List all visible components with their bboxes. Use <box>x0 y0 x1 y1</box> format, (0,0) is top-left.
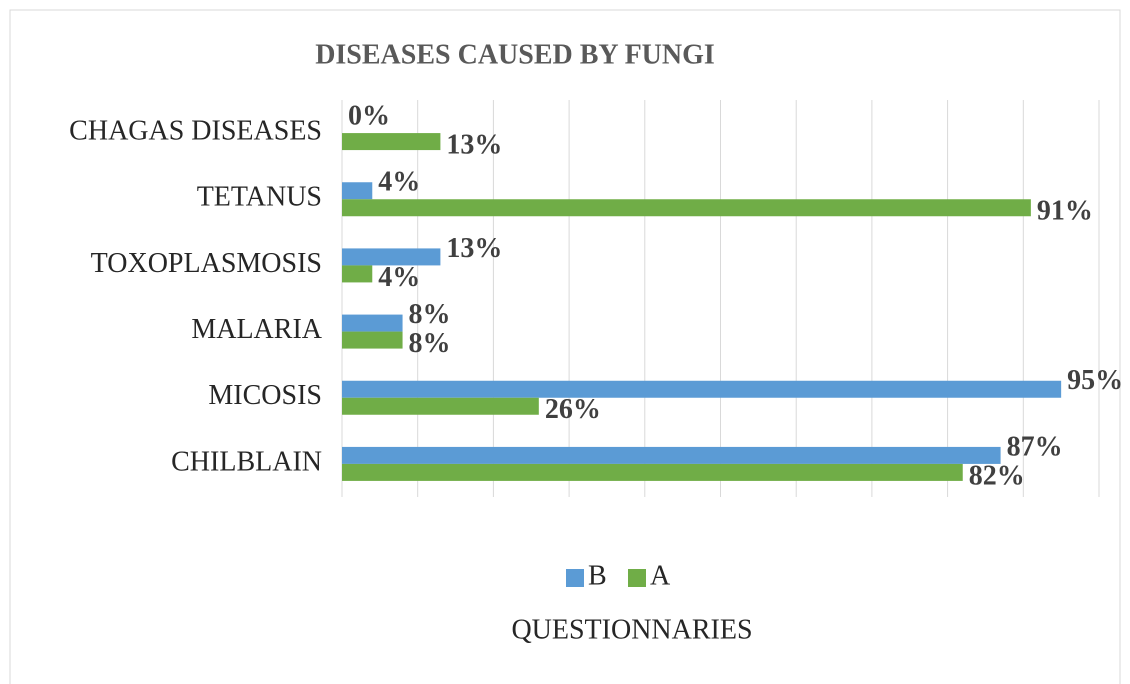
bar <box>342 446 1001 464</box>
y-tick-label: TETANUS <box>197 182 322 213</box>
chart-title: DISEASES CAUSED BY FUNGI <box>315 39 715 70</box>
bar <box>342 397 539 415</box>
value-label: 4% <box>378 167 420 198</box>
bar <box>342 248 441 266</box>
y-tick-label: MALARIA <box>191 314 322 345</box>
legend-label: B <box>588 560 607 591</box>
y-tick-label: MICOSIS <box>208 380 322 411</box>
bar <box>342 199 1031 217</box>
value-label: 87% <box>1007 431 1063 462</box>
bar <box>342 463 963 481</box>
value-label: 26% <box>545 394 601 425</box>
legend-swatch <box>628 569 646 587</box>
bar <box>342 182 373 200</box>
bar <box>342 133 441 151</box>
value-label: 82% <box>969 460 1025 491</box>
value-label: 13% <box>446 233 502 264</box>
chart-border <box>9 9 1121 684</box>
bar <box>342 331 403 349</box>
bar <box>342 314 403 332</box>
bar <box>342 265 373 283</box>
legend-label: A <box>650 560 671 591</box>
value-label: 4% <box>378 262 420 293</box>
y-tick-label: TOXOPLASMOSIS <box>91 248 322 279</box>
value-label: 95% <box>1067 365 1123 396</box>
value-label: 13% <box>446 130 502 161</box>
value-label: 8% <box>409 328 451 359</box>
y-tick-label: CHAGAS DISEASES <box>69 116 322 147</box>
bar <box>342 380 1062 398</box>
value-label: 8% <box>409 299 451 330</box>
x-axis-label: QUESTIONNARIES <box>511 614 752 645</box>
y-tick-label: CHILBLAIN <box>171 446 322 477</box>
legend-swatch <box>566 569 584 587</box>
value-label: 0% <box>348 101 390 132</box>
value-label: 91% <box>1037 196 1093 227</box>
